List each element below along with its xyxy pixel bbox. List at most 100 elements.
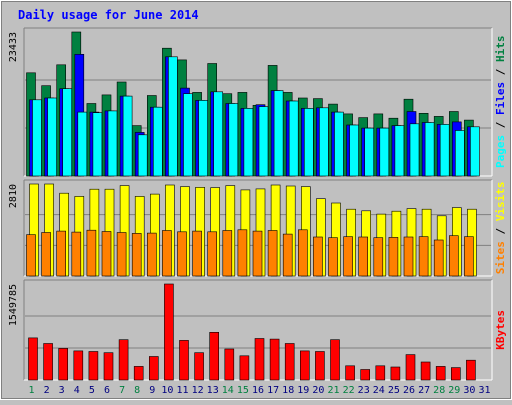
x-tick-label-day-23: 23 [358, 385, 370, 396]
bar-kbytes-day-14 [224, 348, 235, 381]
bar-kbytes-day-10 [164, 283, 174, 381]
bar-sites-day-1 [26, 234, 36, 277]
bar-kbytes-day-13 [209, 331, 219, 381]
x-tick-label-day-24: 24 [373, 385, 385, 396]
bar-kbytes-day-23 [360, 369, 371, 381]
bar-kbytes-day-29 [450, 367, 461, 381]
x-tick-label-day-31: 31 [478, 385, 490, 396]
bar-kbytes-day-6 [103, 352, 114, 381]
bar-pages-day-20 [319, 107, 329, 177]
bar-sites-day-18 [282, 233, 293, 277]
x-tick-label-day-29: 29 [448, 385, 460, 396]
bar-sites-day-10 [162, 230, 172, 277]
bar-sites-day-16 [252, 230, 263, 277]
panel-legend: Sites / Visits [494, 181, 507, 274]
x-tick-label-day-20: 20 [312, 385, 324, 396]
bar-pages-day-10 [168, 56, 178, 177]
panel-kbytes: 1549785 KBytes [8, 279, 507, 381]
bar-pages-day-14 [228, 103, 239, 177]
legend-files: Files [494, 82, 507, 115]
x-tick-label-day-25: 25 [388, 385, 400, 396]
panel-legend: Pages / Files / Hits [494, 36, 507, 169]
y-max-label: 23433 [8, 32, 19, 62]
bar-kbytes-day-2 [43, 343, 53, 381]
bar-sites-day-5 [86, 229, 97, 277]
bar-pages-day-1 [32, 99, 42, 177]
bar-pages-day-5 [92, 112, 103, 177]
bar-sites-day-14 [222, 230, 233, 277]
bar-kbytes-day-28 [435, 366, 446, 381]
bar-kbytes-day-16 [254, 338, 265, 381]
bar-sites-day-2 [41, 232, 51, 277]
bar-sites-day-4 [71, 231, 82, 277]
x-axis-labels: 1 2 3 4 5 6 7 8 9 10 11 12 13 14 15 16 17 18 19 20 21 22 23 24 2… [28, 385, 490, 396]
bar-kbytes-day-1 [28, 337, 38, 381]
chart-border-inner [1, 1, 511, 399]
bar-sites-day-19 [297, 229, 308, 277]
x-tick-label-day-3: 3 [59, 385, 65, 396]
bar-kbytes-day-7 [118, 339, 129, 381]
bar-pages-day-18 [288, 100, 299, 177]
bar-kbytes-day-25 [390, 366, 401, 381]
x-tick-label-day-13: 13 [207, 385, 219, 396]
bar-pages-day-27 [424, 122, 435, 177]
bar-kbytes-day-5 [88, 351, 99, 381]
x-tick-label-day-28: 28 [433, 385, 445, 396]
bar-pages-day-3 [62, 88, 73, 177]
bar-pages-day-9 [153, 106, 163, 177]
x-tick-label-day-10: 10 [161, 385, 173, 396]
x-tick-label-day-18: 18 [282, 385, 294, 396]
bar-kbytes-day-22 [345, 365, 355, 381]
x-tick-label-day-9: 9 [149, 385, 155, 396]
bar-sites-day-30 [464, 236, 474, 277]
bar-sites-day-22 [343, 236, 353, 277]
bar-kbytes-day-26 [405, 354, 416, 381]
x-tick-label-day-2: 2 [44, 385, 50, 396]
bar-sites-day-25 [388, 237, 399, 277]
bar-pages-day-25 [394, 125, 405, 177]
bar-sites-day-13 [207, 231, 217, 277]
bar-kbytes-day-20 [315, 351, 325, 381]
y-max-label: 1549785 [8, 284, 19, 326]
y-max-label: 2810 [8, 184, 19, 208]
bar-sites-day-6 [101, 231, 112, 277]
bar-pages-day-16 [258, 106, 269, 177]
x-tick-label-day-16: 16 [252, 385, 264, 396]
legend-separator: / [494, 115, 507, 135]
bar-sites-day-28 [433, 239, 444, 277]
legend-separator: / [494, 221, 507, 241]
bar-pages-day-19 [303, 108, 314, 177]
bar-sites-day-29 [448, 235, 459, 277]
bar-pages-day-22 [349, 124, 359, 177]
bar-kbytes-day-17 [269, 338, 280, 381]
bar-pages-day-13 [213, 91, 223, 177]
x-tick-label-day-4: 4 [74, 385, 80, 396]
bar-sites-day-21 [328, 237, 338, 277]
x-tick-label-day-17: 17 [267, 385, 279, 396]
x-tick-label-day-11: 11 [176, 385, 188, 396]
x-tick-label-day-27: 27 [418, 385, 430, 396]
x-tick-label-day-15: 15 [237, 385, 249, 396]
bar-pages-day-8 [137, 134, 148, 177]
x-tick-label-day-22: 22 [343, 385, 355, 396]
chart-title: Daily usage for June 2014 [18, 8, 199, 22]
bar-pages-day-23 [364, 127, 375, 177]
legend-sites: Sites [494, 241, 507, 274]
bar-pages-day-11 [183, 93, 193, 177]
bar-pages-day-24 [379, 127, 390, 177]
bar-kbytes-day-4 [73, 350, 84, 381]
bar-sites-day-27 [418, 236, 429, 277]
bar-sites-day-11 [177, 231, 187, 277]
bar-pages-day-17 [273, 90, 284, 177]
bar-pages-day-7 [122, 95, 133, 177]
x-tick-label-day-1: 1 [28, 385, 34, 396]
bar-sites-day-20 [313, 236, 323, 277]
panel-hits-files-pages: 23433 Pages / Files / Hits [8, 27, 507, 177]
x-tick-label-day-5: 5 [89, 385, 95, 396]
x-tick-label-day-14: 14 [222, 385, 234, 396]
x-tick-label-day-8: 8 [134, 385, 140, 396]
legend-visits: Visits [494, 181, 507, 221]
bar-kbytes-day-21 [330, 339, 340, 381]
bar-kbytes-day-19 [299, 350, 310, 381]
bar-kbytes-day-11 [179, 340, 189, 381]
